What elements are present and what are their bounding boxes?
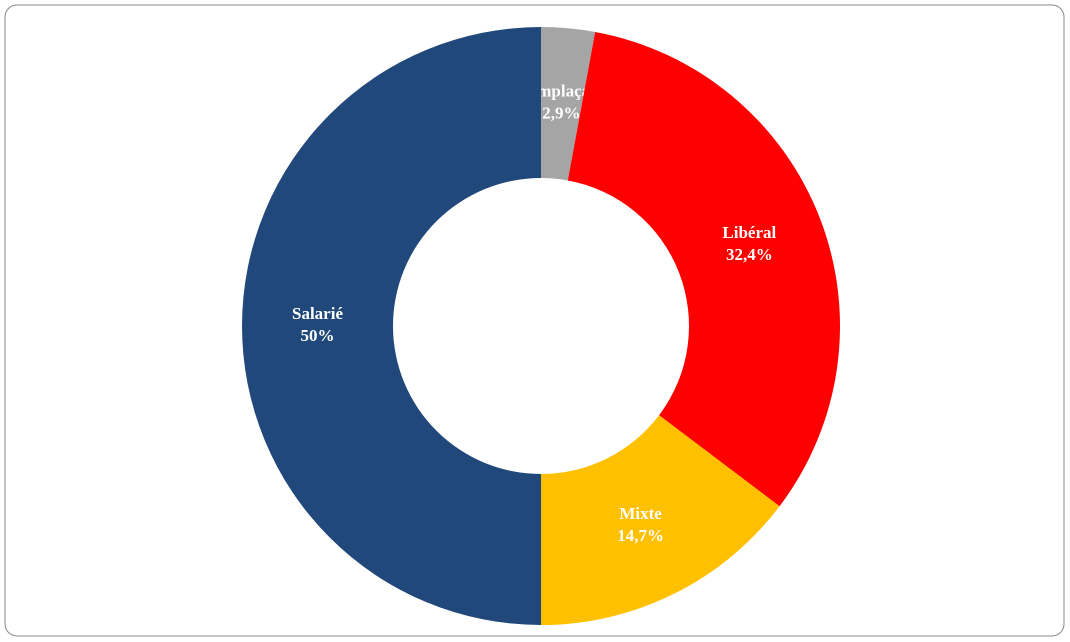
slice-category-label: Salarié — [292, 304, 343, 323]
slice-value-label: 14,7% — [617, 526, 664, 545]
donut-slice — [541, 27, 596, 181]
chart-frame — [4, 4, 1065, 637]
donut-slice — [242, 27, 541, 625]
slice-value-label: 32,4% — [726, 245, 773, 264]
slice-value-label: 50% — [301, 326, 335, 345]
slice-category-label: Mixte — [619, 504, 662, 523]
slice-category-label: Libéral — [722, 223, 776, 242]
donut-slice — [541, 415, 780, 625]
donut-slice — [567, 31, 840, 507]
slice-value-label: 2,9% — [542, 103, 580, 122]
